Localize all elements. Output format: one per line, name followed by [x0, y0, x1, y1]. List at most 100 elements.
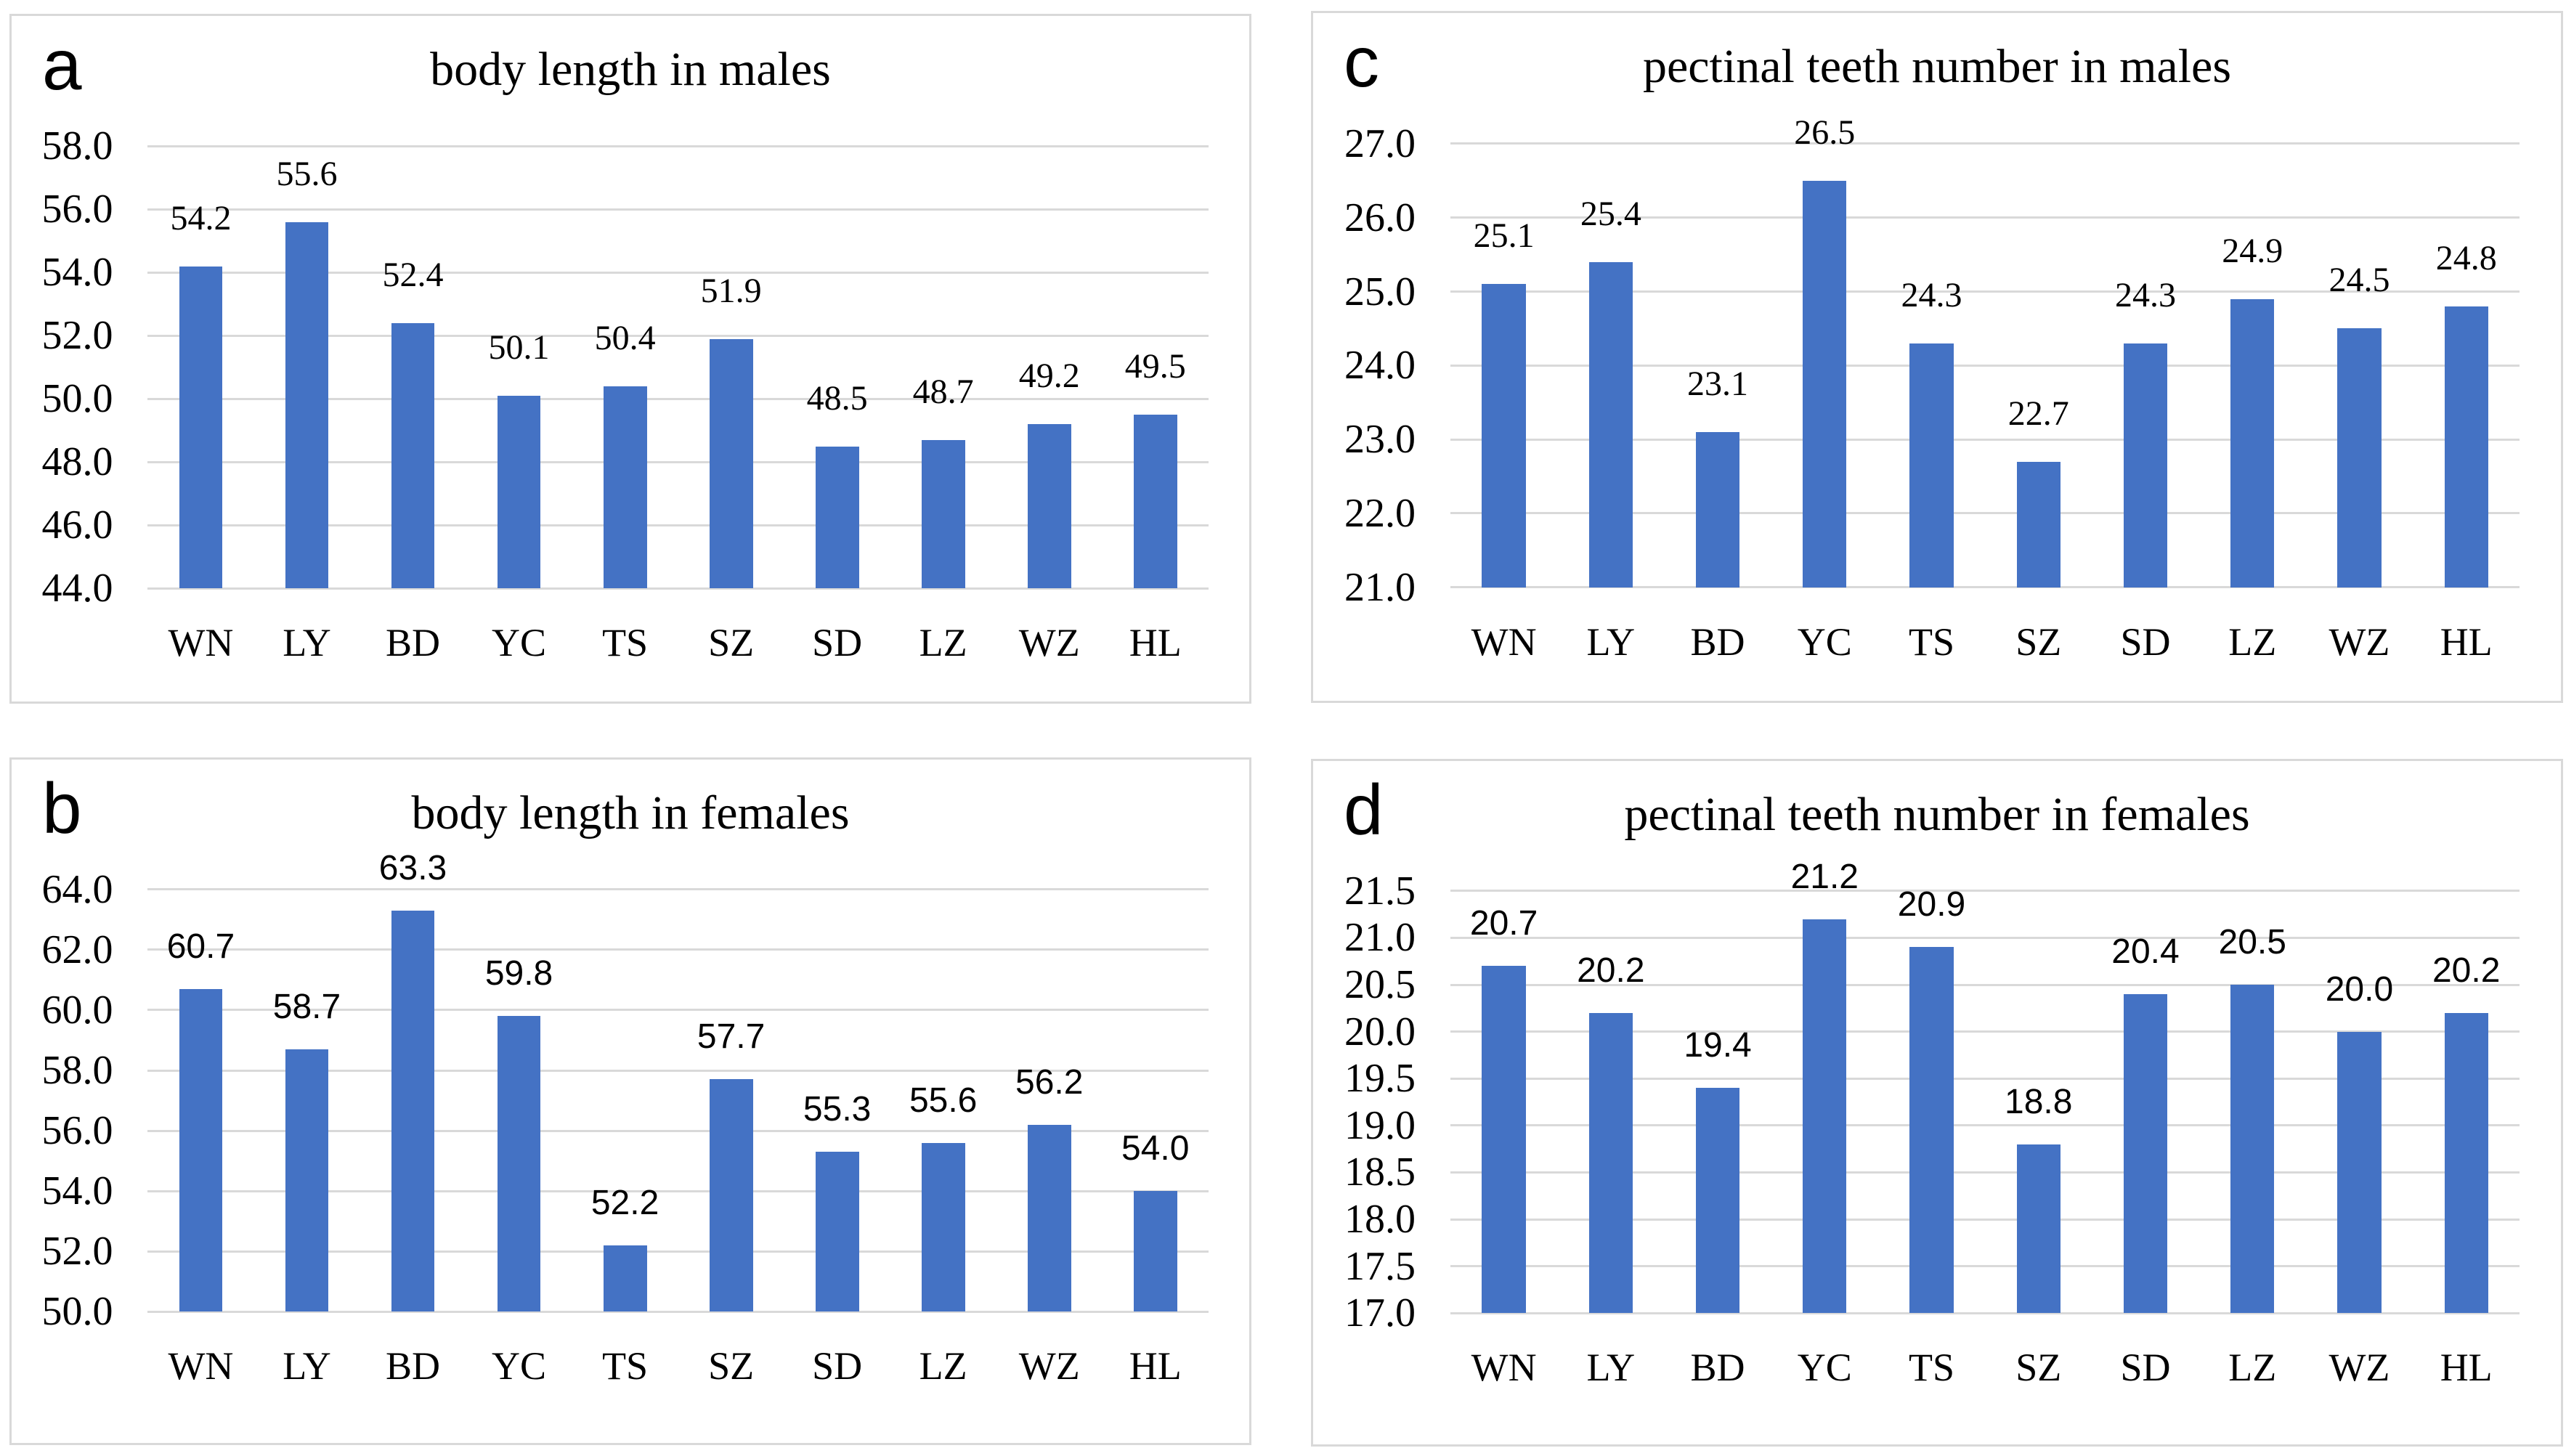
bar-value-label: 24.3	[1901, 275, 1962, 314]
bar-value-label: 25.1	[1473, 216, 1535, 256]
bar-value-label: 48.5	[806, 378, 868, 418]
x-category-label: SZ	[708, 621, 755, 665]
gridline	[1450, 1171, 2520, 1174]
bar-LY	[285, 221, 329, 589]
y-tick-label: 46.0	[41, 503, 113, 548]
gridline	[1450, 438, 2520, 441]
bar-SZ	[2016, 461, 2060, 587]
y-tick-label: 50.0	[41, 1289, 113, 1335]
plot-area: 64.0 62.0 60.0 58.0 56.0 54.0 52.0 50.0 60.7 WN 58…	[12, 760, 1249, 1443]
x-category-label: LZ	[919, 1344, 967, 1388]
x-category-label: SZ	[708, 1344, 755, 1388]
y-tick-label: 44.0	[41, 566, 113, 611]
y-tick-label: 56.0	[41, 187, 113, 232]
x-category-label: WN	[168, 621, 234, 665]
bar-value-label: 24.9	[2222, 231, 2283, 270]
gridline	[147, 208, 1209, 211]
bar-HL	[1133, 1191, 1177, 1312]
gridline	[147, 948, 1209, 951]
x-category-label: LZ	[2228, 1346, 2277, 1390]
bar-YC	[1803, 180, 1847, 587]
y-tick-label: 20.5	[1344, 962, 1416, 1008]
bar-value-label: 18.8	[2005, 1082, 2073, 1121]
bar-WZ	[2337, 328, 2382, 587]
panel-body-length-males: a body length in males 58.0 56.0 54.0 52.0 5…	[9, 14, 1251, 704]
chart-title-body-length-females: body length in females	[411, 786, 850, 839]
bar-BD	[1695, 1088, 1740, 1314]
gridline	[1450, 1077, 2520, 1080]
y-tick-label: 17.5	[1344, 1243, 1416, 1289]
x-category-label: HL	[2440, 619, 2493, 664]
gridline	[147, 1009, 1209, 1012]
bar-SD	[2123, 993, 2168, 1314]
bar-WN	[179, 266, 223, 589]
gridline	[1450, 936, 2520, 939]
bar-value-label: 55.6	[276, 154, 338, 193]
bar-value-label: 24.5	[2329, 261, 2390, 300]
bar-value-label: 19.4	[1684, 1026, 1752, 1065]
x-category-label: WZ	[2329, 619, 2390, 664]
x-category-label: TS	[1909, 1346, 1955, 1390]
x-category-label: TS	[602, 621, 649, 665]
x-category-label: BD	[1690, 1346, 1745, 1390]
bar-value-label: 50.1	[488, 328, 550, 367]
x-category-label: HL	[1129, 621, 1182, 665]
bar-WZ	[1027, 1124, 1071, 1312]
bar-LZ	[2230, 985, 2275, 1314]
y-tick-label: 22.0	[1344, 490, 1416, 536]
bar-value-label: 49.2	[1018, 357, 1080, 396]
y-tick-label: 19.5	[1344, 1056, 1416, 1102]
x-category-label: YC	[1797, 1346, 1852, 1390]
y-tick-label: 21.0	[1344, 564, 1416, 610]
gridline	[147, 1129, 1209, 1132]
bar-value-label: 58.7	[272, 987, 341, 1026]
bar-TS	[1909, 947, 1954, 1314]
bar-value-label: 20.4	[2111, 932, 2180, 971]
bar-BD	[391, 910, 435, 1312]
bar-HL	[1133, 415, 1177, 589]
bar-value-label: 56.2	[1015, 1062, 1084, 1102]
gridline	[147, 524, 1209, 526]
panel-letter-d: d	[1344, 770, 1384, 850]
bar-value-label: 23.1	[1687, 364, 1749, 403]
y-tick-label: 52.0	[41, 1229, 113, 1274]
gridline	[1450, 1265, 2520, 1268]
panel-letter-c: c	[1344, 22, 1379, 102]
x-category-label: SZ	[2015, 1346, 2062, 1390]
bar-SD	[815, 1152, 859, 1312]
gridline	[147, 587, 1209, 590]
y-tick-label: 25.0	[1344, 269, 1416, 314]
bar-WN	[179, 988, 223, 1312]
bar-BD	[1695, 431, 1740, 587]
gridline	[1450, 216, 2520, 219]
panel-pectinal-teeth-females: d pectinal teeth number in females 21.5 2…	[1311, 759, 2563, 1447]
gridline	[1450, 290, 2520, 293]
bar-value-label: 20.9	[1897, 885, 1966, 924]
bar-LZ	[921, 439, 965, 589]
panel-letter-b: b	[42, 768, 82, 848]
x-category-label: SD	[2120, 619, 2171, 664]
y-tick-label: 64.0	[41, 866, 113, 912]
bar-YC	[497, 1016, 541, 1312]
y-tick-label: 54.0	[41, 1168, 113, 1214]
x-category-label: HL	[1129, 1344, 1182, 1388]
bar-value-label: 24.8	[2435, 238, 2497, 277]
x-category-label: HL	[2440, 1346, 2493, 1390]
bar-value-label: 25.4	[1580, 194, 1641, 233]
bar-value-label: 20.0	[2325, 969, 2394, 1009]
bar-WN	[1482, 966, 1526, 1314]
gridline	[147, 1310, 1209, 1313]
y-tick-label: 19.0	[1344, 1102, 1416, 1148]
y-tick-label: 24.0	[1344, 343, 1416, 389]
plot-area: 21.5 21.0 20.5 20.0 19.5 19.0 18.5 18.0 17.5 17.0…	[1313, 761, 2561, 1444]
plot-area: 58.0 56.0 54.0 52.0 50.0 48.0 46.0 44.0 54.2 WN 55…	[12, 16, 1249, 701]
gridline	[1450, 983, 2520, 986]
y-tick-label: 60.0	[41, 987, 113, 1033]
y-tick-label: 56.0	[41, 1108, 113, 1154]
bar-LY	[1588, 1012, 1633, 1314]
bar-SZ	[709, 338, 753, 589]
gridline	[1450, 890, 2520, 892]
y-tick-label: 50.0	[41, 376, 113, 422]
bar-value-label: 63.3	[378, 848, 447, 887]
gridline	[147, 271, 1209, 274]
